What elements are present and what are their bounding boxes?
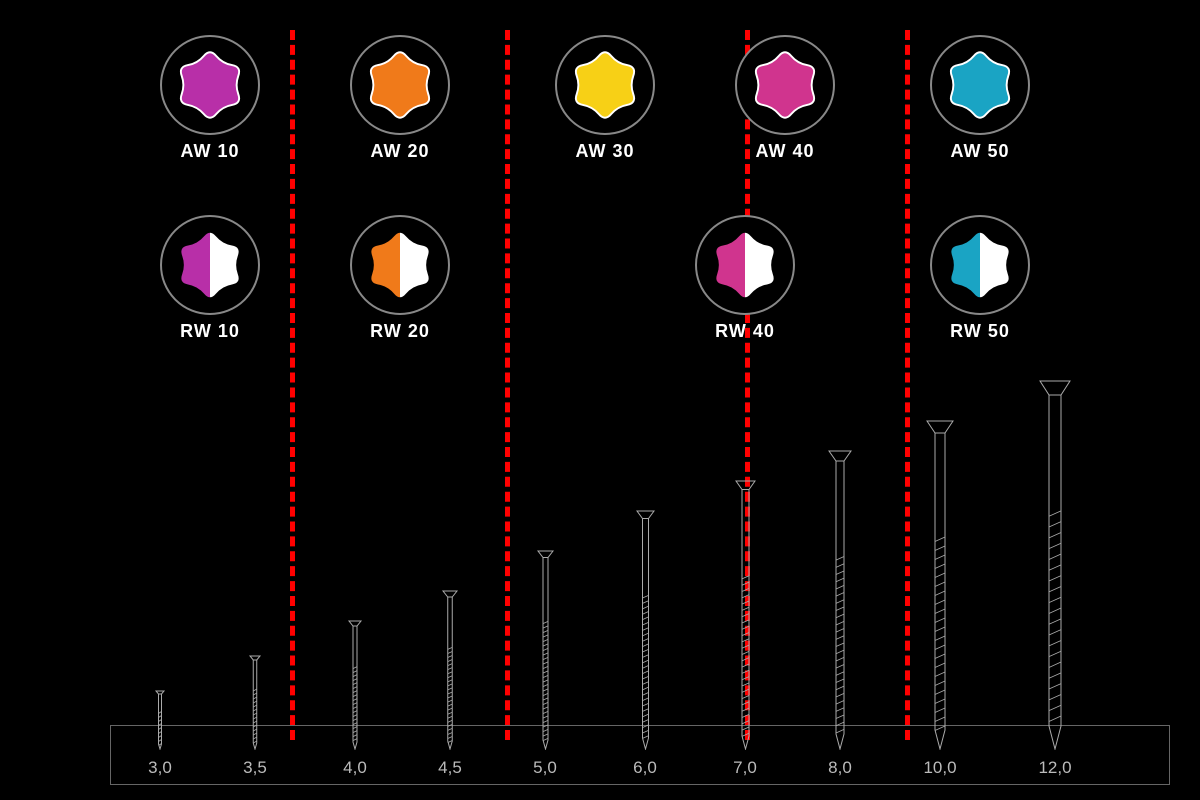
rw-icon-rw10: RW 10 xyxy=(160,215,260,342)
screw-8-0 xyxy=(823,450,857,750)
icon-label: RW 50 xyxy=(950,321,1010,342)
icon-circle xyxy=(695,215,795,315)
size-label: 6,0 xyxy=(633,758,657,778)
divider-2 xyxy=(505,30,510,740)
screw-icon xyxy=(730,480,761,750)
screw-4-0 xyxy=(343,620,367,750)
screw-icon xyxy=(823,450,857,750)
torx-icon xyxy=(932,35,1028,135)
icon-label: AW 30 xyxy=(575,141,634,162)
icon-label: RW 40 xyxy=(715,321,775,342)
icon-circle xyxy=(350,35,450,135)
size-label: 10,0 xyxy=(923,758,956,778)
screw-3-0 xyxy=(150,690,170,750)
torx-icon xyxy=(737,35,833,135)
screw-4-5 xyxy=(437,590,463,750)
aw-icon-aw20: AW 20 xyxy=(350,35,450,162)
aw-icon-aw10: AW 10 xyxy=(160,35,260,162)
rw-icon-rw40: RW 40 xyxy=(695,215,795,342)
icon-label: AW 20 xyxy=(370,141,429,162)
divider-1 xyxy=(290,30,295,740)
size-label: 3,0 xyxy=(148,758,172,778)
size-label: 5,0 xyxy=(533,758,557,778)
torx-icon xyxy=(352,215,448,315)
screw-7-0 xyxy=(730,480,761,750)
torx-icon xyxy=(932,215,1028,315)
screw-icon xyxy=(343,620,367,750)
screw-12-0 xyxy=(1034,380,1076,750)
size-label: 3,5 xyxy=(243,758,267,778)
torx-icon xyxy=(162,215,258,315)
icon-label: AW 50 xyxy=(950,141,1009,162)
divider-4 xyxy=(905,30,910,740)
icon-circle xyxy=(160,35,260,135)
screw-5-0 xyxy=(532,550,559,750)
icon-label: RW 10 xyxy=(180,321,240,342)
rw-icon-rw50: RW 50 xyxy=(930,215,1030,342)
icon-circle xyxy=(930,215,1030,315)
icon-label: RW 20 xyxy=(370,321,430,342)
screw-3-5 xyxy=(244,655,266,750)
screw-icon xyxy=(244,655,266,750)
size-label: 4,0 xyxy=(343,758,367,778)
screw-6-0 xyxy=(631,510,660,750)
aw-icon-aw40: AW 40 xyxy=(735,35,835,162)
aw-icon-aw30: AW 30 xyxy=(555,35,655,162)
size-label: 7,0 xyxy=(733,758,757,778)
torx-icon xyxy=(162,35,258,135)
aw-icon-aw50: AW 50 xyxy=(930,35,1030,162)
diagram-canvas: AW 10 AW 20 AW 30 AW 40 AW 50 RW 10 RW 20 RW 40… xyxy=(0,0,1200,800)
screw-icon xyxy=(1034,380,1076,750)
torx-icon xyxy=(697,215,793,315)
icon-circle xyxy=(735,35,835,135)
screw-icon xyxy=(532,550,559,750)
icon-label: AW 10 xyxy=(180,141,239,162)
screw-icon xyxy=(437,590,463,750)
torx-icon xyxy=(557,35,653,135)
icon-circle xyxy=(160,215,260,315)
icon-label: AW 40 xyxy=(755,141,814,162)
icon-circle xyxy=(555,35,655,135)
icon-circle xyxy=(350,215,450,315)
torx-icon xyxy=(352,35,448,135)
size-label: 4,5 xyxy=(438,758,462,778)
rw-icon-rw20: RW 20 xyxy=(350,215,450,342)
screw-10-0 xyxy=(921,420,959,750)
size-label: 8,0 xyxy=(828,758,852,778)
screw-icon xyxy=(150,690,170,750)
size-label: 12,0 xyxy=(1038,758,1071,778)
icon-circle xyxy=(930,35,1030,135)
screw-icon xyxy=(921,420,959,750)
screw-icon xyxy=(631,510,660,750)
